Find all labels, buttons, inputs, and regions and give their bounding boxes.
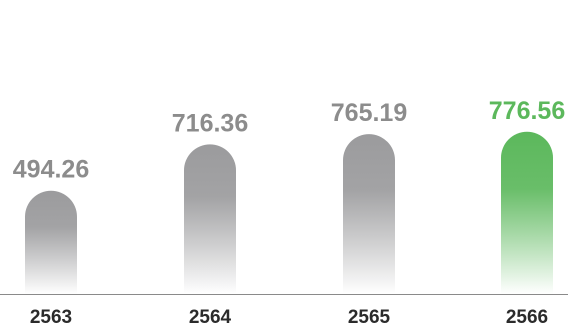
value-label-2563: 494.26	[13, 156, 89, 184]
bar-2566	[501, 131, 553, 294]
bar-2563	[25, 190, 77, 294]
bars-group	[25, 131, 553, 294]
value-label-2564: 716.36	[172, 109, 248, 137]
x-tick-2563: 2563	[30, 307, 72, 328]
x-tick-2564: 2564	[189, 307, 232, 328]
x-tick-labels-group: 2563 2564 2565 2566	[30, 307, 548, 328]
value-label-2565: 765.19	[331, 99, 407, 127]
value-labels-group: 494.26 716.36 765.19 776.56	[13, 97, 565, 184]
bar-2564	[184, 144, 236, 294]
x-tick-2565: 2565	[348, 307, 391, 328]
bar-2565	[343, 134, 395, 294]
x-tick-2566: 2566	[506, 307, 548, 328]
value-label-2566: 776.56	[489, 97, 565, 125]
